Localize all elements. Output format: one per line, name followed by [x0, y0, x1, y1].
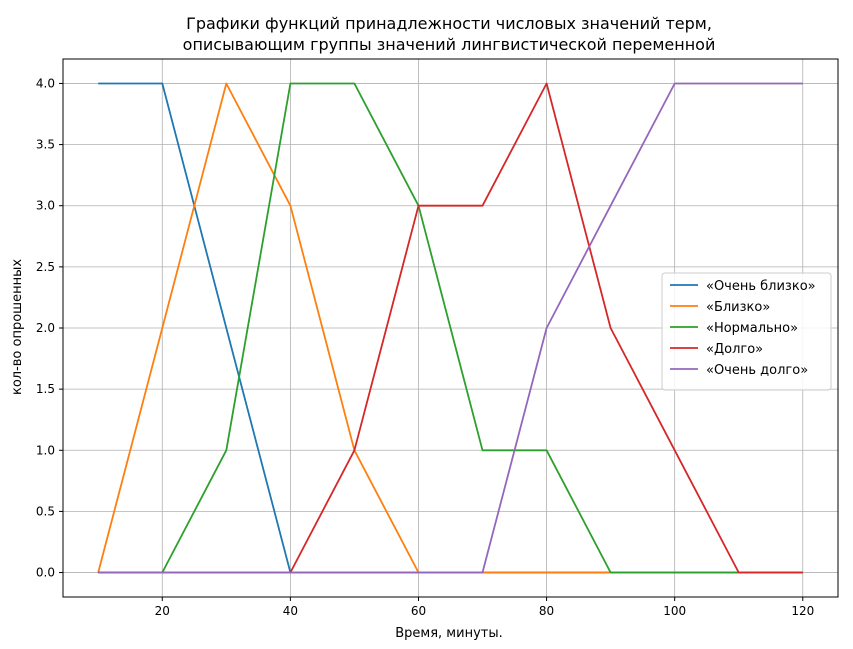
y-axis-label: кол-во опрошенных: [10, 259, 25, 395]
x-tick-label: 20: [155, 604, 170, 618]
chart-title-line-1: Графики функций принадлежности числовых …: [186, 14, 712, 33]
x-axis-label: Время, минуты.: [395, 626, 502, 641]
y-tick-label: 3.0: [36, 199, 55, 213]
x-tick-label: 40: [283, 604, 298, 618]
y-tick-label: 2.0: [36, 321, 55, 335]
x-tick-label: 120: [791, 604, 814, 618]
series-line-5: [98, 82, 803, 574]
x-tick-label: 100: [663, 604, 686, 618]
legend-label: «Очень близко»: [706, 279, 816, 294]
series-lines: [97, 82, 803, 574]
y-tick-label: 0.5: [36, 504, 55, 518]
y-tick-label: 4.0: [36, 76, 55, 90]
y-tick-label: 2.5: [36, 260, 55, 274]
axis-ticks: 20 40 60 80 100 120 0.0 0.5 1.0 1.5 2.0 2.5 3.0 3.5 4.…: [36, 76, 814, 618]
y-tick-label: 1.0: [36, 443, 55, 457]
legend-box: [661, 272, 832, 391]
series-line-3: [98, 82, 803, 574]
y-tick-label: 1.5: [36, 382, 55, 396]
y-tick-label: 0.0: [36, 566, 55, 580]
x-tick-label: 60: [411, 604, 426, 618]
legend-label: «Близко»: [706, 300, 770, 315]
chart-title-line-2: описывающим группы значений лингвистичес…: [183, 35, 716, 54]
y-tick-label: 3.5: [36, 138, 55, 152]
legend-label: «Очень долго»: [706, 363, 808, 378]
legend-label: «Долго»: [706, 342, 763, 357]
legend-label: «Нормально»: [706, 321, 798, 336]
legend: «Очень близко» «Близко» «Нормально» «Долго»…: [661, 272, 832, 391]
x-tick-label: 80: [539, 604, 554, 618]
